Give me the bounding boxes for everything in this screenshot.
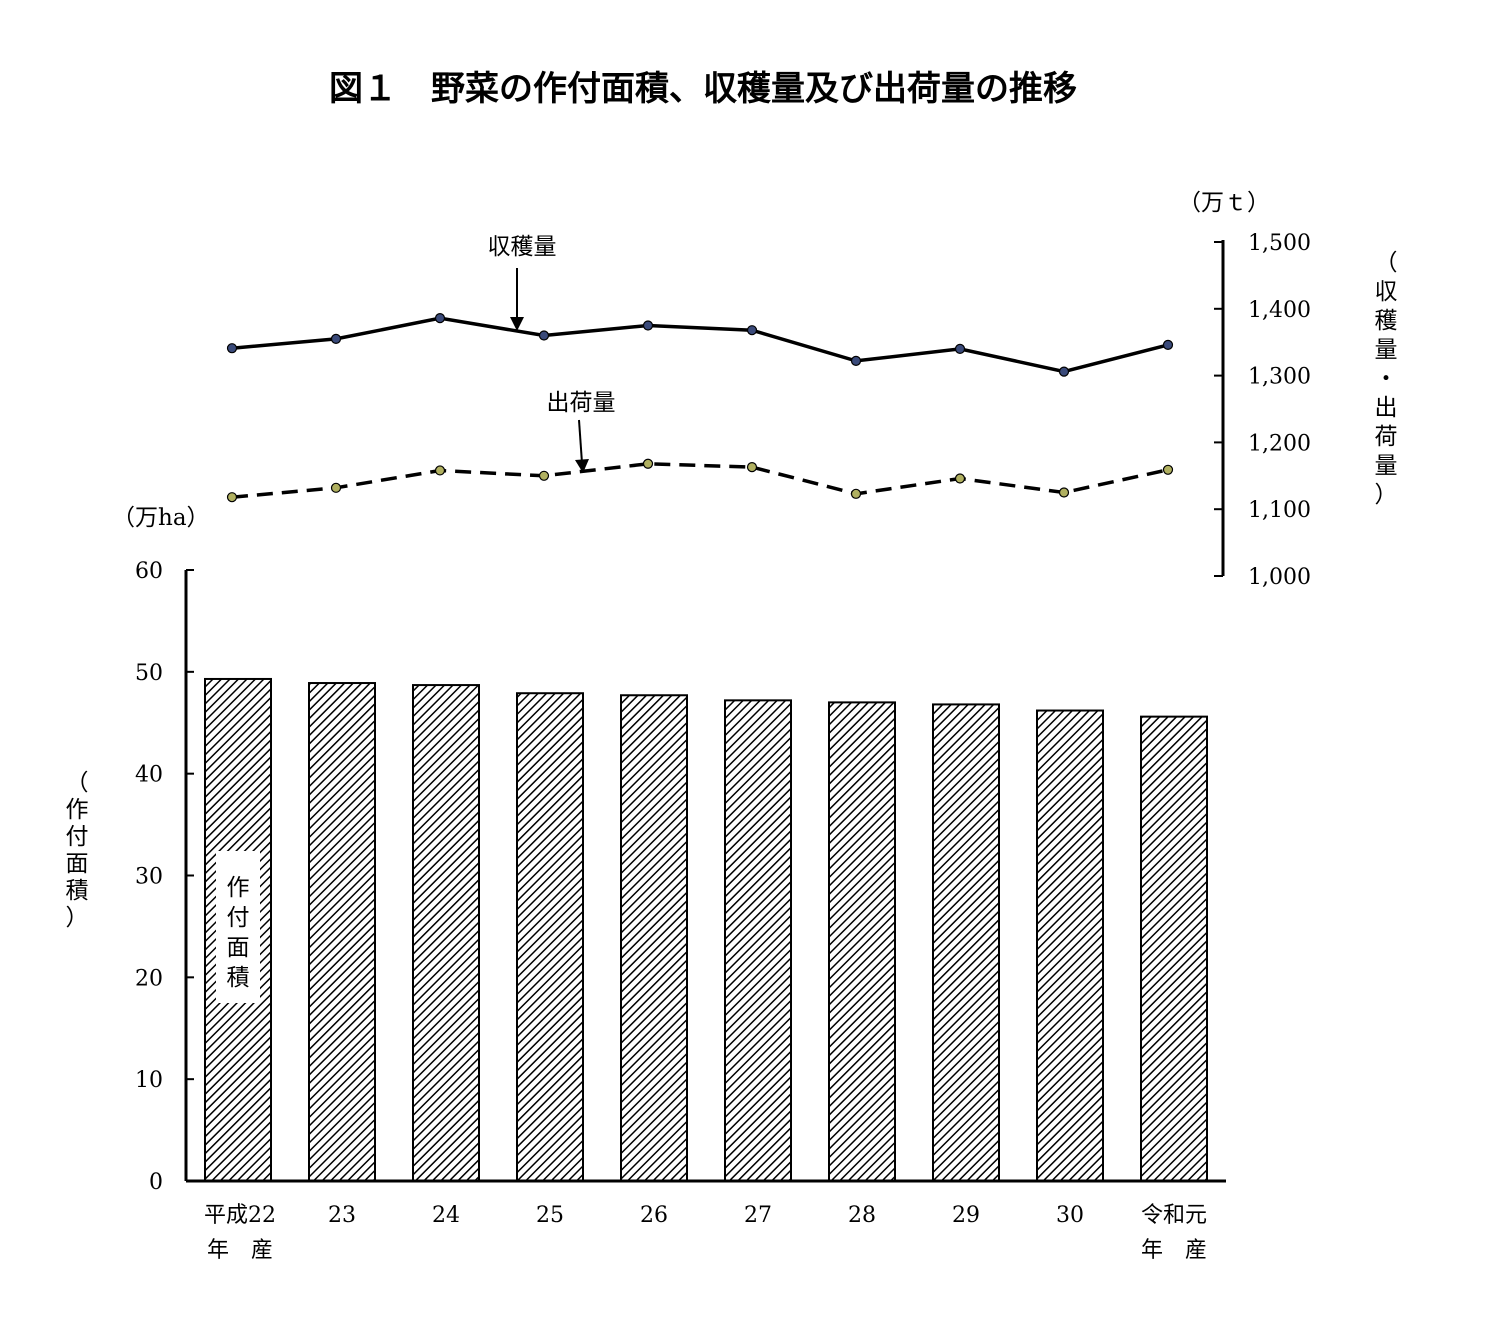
left-tick-label-2: 20	[135, 966, 163, 991]
left-tick-label-1: 10	[135, 1068, 163, 1093]
line-point-0-4	[642, 320, 654, 331]
line-point-0-9	[1162, 339, 1174, 350]
line-point-0-1	[330, 333, 342, 344]
x-tick-label-0-1: 年 産	[207, 1238, 273, 1263]
left-axis-label-char-3: 面	[66, 851, 89, 877]
line-point-1-2	[434, 465, 446, 476]
line-point-1-9	[1162, 464, 1174, 475]
bar-8	[1036, 709, 1104, 1183]
right-tick-label-2: 1,200	[1248, 431, 1311, 456]
left-tick-label-6: 60	[135, 559, 163, 584]
bar-9	[1140, 715, 1208, 1182]
line-point-0-2	[434, 313, 446, 324]
left-axis-label-char-4: 積	[66, 878, 89, 904]
right-axis-label-char-6: 荷	[1375, 424, 1398, 450]
bar-series-label: 作付面積	[216, 851, 260, 1003]
right-axis-ticks: 1,000 1,100 1,200 1,300 1,400 1,500	[1214, 231, 1311, 590]
bar-4	[620, 694, 688, 1182]
bar-label-char-3: 積	[227, 965, 250, 991]
bar-3	[516, 692, 584, 1182]
bar-label-char-2: 面	[227, 935, 250, 961]
line-point-0-3	[538, 330, 550, 341]
line-point-1-0	[226, 492, 238, 503]
right-axis-label: （収穫量・出荷量）	[1375, 250, 1398, 508]
left-tick-label-3: 30	[135, 865, 163, 890]
left-tick-label-4: 40	[135, 763, 163, 788]
right-axis-label-char-5: 出	[1375, 395, 1398, 421]
bars-layer	[204, 677, 1208, 1183]
right-tick-label-3: 1,300	[1248, 365, 1311, 390]
harvest-callout-label: 収穫量	[488, 234, 557, 260]
right-tick-label-5: 1,500	[1248, 231, 1311, 256]
harvest-callout-arrowhead	[510, 317, 524, 331]
line-point-1-7	[954, 473, 966, 484]
left-axis-unit: （万ha）	[112, 505, 210, 531]
line-point-0-6	[850, 355, 862, 367]
line-point-0-7	[954, 343, 966, 354]
x-tick-label-0-0: 平成22	[204, 1203, 276, 1228]
bar-2	[412, 684, 480, 1182]
x-tick-label-6-0: 28	[848, 1203, 876, 1228]
line-series-1	[231, 462, 1169, 499]
bar-label-char-0: 作	[227, 875, 250, 901]
bar-5	[724, 699, 792, 1182]
right-tick-label-0: 1,000	[1248, 565, 1311, 590]
bar-7	[932, 703, 1000, 1182]
line-point-1-8	[1058, 487, 1070, 498]
x-tick-label-5-0: 27	[744, 1203, 772, 1228]
right-axis-label-char-3: 量	[1375, 337, 1398, 363]
lines-layer	[226, 313, 1174, 503]
shipment-callout-label: 出荷量	[547, 390, 616, 416]
bar-label-char-1: 付	[227, 905, 250, 931]
line-point-1-3	[538, 470, 550, 481]
x-tick-label-1-0: 23	[328, 1203, 356, 1228]
x-tick-label-3-0: 25	[536, 1203, 564, 1228]
line-point-1-4	[642, 458, 654, 469]
right-axis-label-char-7: 量	[1375, 453, 1398, 479]
line-series-0	[231, 316, 1169, 374]
left-tick-label-5: 50	[135, 661, 163, 686]
right-axis-label-char-8: ）	[1375, 482, 1398, 508]
shipment-callout-arrowhead	[575, 459, 589, 473]
right-axis-unit: （万ｔ）	[1178, 190, 1270, 216]
x-tick-label-2-0: 24	[432, 1203, 460, 1228]
line-point-0-8	[1058, 366, 1070, 377]
chart-title: 図１ 野菜の作付面積、収穫量及び出荷量の推移	[329, 69, 1077, 109]
x-tick-label-9-1: 年 産	[1141, 1238, 1207, 1263]
shipment-callout-arrow	[578, 419, 583, 464]
x-tick-label-9-0: 令和元	[1141, 1203, 1207, 1228]
right-axis-label-char-2: 穫	[1375, 308, 1398, 334]
left-axis-label-char-5: ）	[66, 905, 89, 931]
bar-label-bg	[216, 851, 260, 1003]
line-point-1-1	[330, 482, 342, 493]
line-point-0-0	[226, 343, 238, 354]
left-axis-label: （作付面積）	[66, 770, 89, 931]
line-point-0-5	[746, 325, 758, 336]
left-axis-label-char-1: 作	[66, 797, 89, 823]
line-point-1-5	[746, 462, 758, 473]
right-tick-label-1: 1,100	[1248, 498, 1311, 523]
right-axis-label-char-0: （	[1375, 250, 1398, 276]
left-axis-ticks: 0 10 20 30 40 50 60	[135, 559, 194, 1195]
x-tick-label-4-0: 26	[640, 1203, 668, 1228]
left-axis-label-char-0: （	[66, 770, 89, 796]
right-axis-label-char-1: 収	[1375, 279, 1398, 305]
bar-1	[308, 682, 376, 1182]
left-tick-label-0: 0	[149, 1170, 163, 1195]
x-tick-label-7-0: 29	[952, 1203, 980, 1228]
left-axis-label-char-2: 付	[66, 824, 89, 850]
right-axis-label-char-4: ・	[1375, 366, 1398, 392]
bar-6	[828, 701, 896, 1183]
x-tick-label-8-0: 30	[1056, 1203, 1084, 1228]
line-point-1-6	[850, 488, 862, 499]
right-tick-label-4: 1,400	[1248, 298, 1311, 323]
